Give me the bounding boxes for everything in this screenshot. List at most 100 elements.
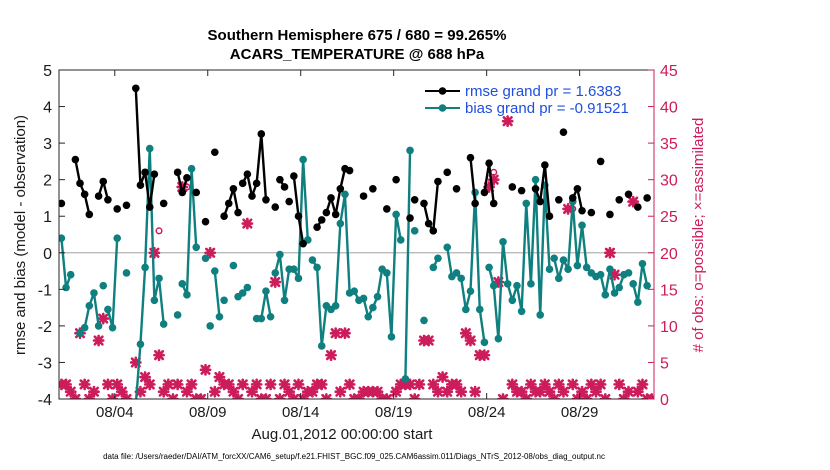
rmse-marker <box>606 210 614 219</box>
bias-marker <box>582 263 591 272</box>
bias-marker <box>299 155 307 164</box>
bias-marker <box>396 236 405 244</box>
bias-marker <box>517 307 526 316</box>
bias-marker <box>201 254 210 263</box>
rmse-marker <box>131 84 140 93</box>
bias-marker <box>489 281 498 290</box>
bias-marker <box>317 342 326 350</box>
bias-marker <box>573 261 582 270</box>
obs-assimilated-marker <box>227 385 240 398</box>
bias-marker <box>215 312 224 321</box>
obs-assimilated-marker <box>60 378 72 391</box>
y-right-tick-label: 45 <box>660 63 678 80</box>
y-axis-right: 0 5 10 15 20 25 30 35 40 45 <box>648 63 678 409</box>
x-tick-label: 08/24 <box>468 404 506 421</box>
rmse-marker <box>345 166 354 175</box>
obs-assimilated-marker <box>92 334 105 347</box>
obs-assimilated-marker <box>88 385 100 398</box>
rmse-line <box>241 132 268 200</box>
rmse-marker <box>113 205 121 213</box>
rmse-marker <box>99 177 108 186</box>
obs-assimilated-marker <box>339 327 351 340</box>
bias-marker <box>229 261 238 270</box>
obs-assimilated-marker <box>543 385 556 398</box>
obs-assimilated-marker <box>627 195 640 208</box>
rmse-marker <box>150 170 159 178</box>
y-right-tick-label: 40 <box>660 100 678 117</box>
rmse-marker <box>452 185 461 193</box>
rmse-marker <box>211 148 219 157</box>
rmse-marker <box>392 175 400 184</box>
bias-marker <box>294 274 303 283</box>
bias-marker <box>271 269 280 277</box>
obs-assimilated-marker <box>566 378 579 391</box>
obs-possible-marker <box>155 227 163 235</box>
bias-marker <box>475 305 484 314</box>
x-axis-label: Aug.01,2012 00:00:00 start <box>252 426 434 443</box>
rmse-marker <box>183 174 191 182</box>
rmse-marker <box>280 183 289 191</box>
bias-marker <box>503 280 512 288</box>
bias-marker <box>211 267 219 275</box>
bias-marker <box>336 219 345 228</box>
bias-marker <box>99 281 108 290</box>
obs-assimilated-marker <box>371 385 384 398</box>
obs-assimilated-marker <box>525 378 537 391</box>
obs-assimilated-marker <box>557 385 570 398</box>
rmse-marker <box>136 181 145 189</box>
bias-marker <box>564 265 572 274</box>
bias-marker <box>406 146 414 155</box>
bias-marker <box>280 296 289 305</box>
obs-assimilated-marker <box>492 276 505 288</box>
rmse-marker <box>578 206 586 215</box>
obs-assimilated-marker <box>181 385 193 398</box>
y-axis-label-right: # of obs: o=possible; ×=assimilated <box>690 118 707 353</box>
obs-assimilated-marker <box>436 371 449 383</box>
rmse-marker <box>145 203 154 211</box>
bias-marker <box>257 314 266 323</box>
bias-marker <box>387 333 396 341</box>
bias-marker <box>341 190 349 199</box>
bias-marker <box>104 305 112 314</box>
rmse-marker <box>59 199 66 208</box>
y-tick-label: -1 <box>38 282 52 299</box>
rmse-marker <box>276 175 284 184</box>
x-tick-label: 08/29 <box>561 404 599 421</box>
obs-assimilated-marker <box>115 385 128 398</box>
x-tick-label: 08/19 <box>375 404 413 421</box>
data-file-note: data file: /Users/raeder/DAI/ATM_forcXX/… <box>103 452 605 461</box>
legend: rmse grand pr = 1.6383 bias grand pr = -… <box>425 83 629 117</box>
rmse-marker <box>429 227 438 235</box>
bias-marker <box>178 280 187 288</box>
obs-assimilated-marker <box>450 378 463 391</box>
obs-assimilated-marker <box>64 385 77 398</box>
bias-marker <box>434 254 442 263</box>
obs-assimilated-marker <box>264 378 277 391</box>
obs-assimilated-marker <box>334 385 347 398</box>
bias-marker <box>59 234 66 242</box>
obs-assimilated-marker <box>292 378 305 391</box>
obs-assimilated-marker <box>441 385 454 398</box>
rmse-marker <box>327 194 335 202</box>
bias-marker <box>392 210 400 219</box>
rmse-marker <box>271 203 280 211</box>
bias-marker <box>480 338 489 347</box>
obs-assimilated-marker <box>613 378 626 391</box>
bias-line <box>632 262 649 304</box>
rmse-marker <box>406 214 414 222</box>
bias-marker <box>466 287 475 295</box>
bias-marker <box>596 270 605 279</box>
obs-assimilated-marker <box>306 385 319 398</box>
rmse-line <box>222 187 240 217</box>
bias-marker <box>485 263 493 272</box>
rmse-marker <box>252 179 261 188</box>
bias-marker <box>90 289 98 297</box>
rmse-marker <box>559 128 568 136</box>
obs-assimilated-marker <box>552 378 565 391</box>
y-axis-left: -4 -3 -2 -1 0 1 2 3 4 5 <box>38 63 65 409</box>
bias-marker <box>624 269 633 277</box>
rmse-marker <box>313 223 321 231</box>
bias-marker <box>559 256 568 264</box>
rmse-marker <box>234 208 242 217</box>
plot-frame <box>58 69 655 400</box>
